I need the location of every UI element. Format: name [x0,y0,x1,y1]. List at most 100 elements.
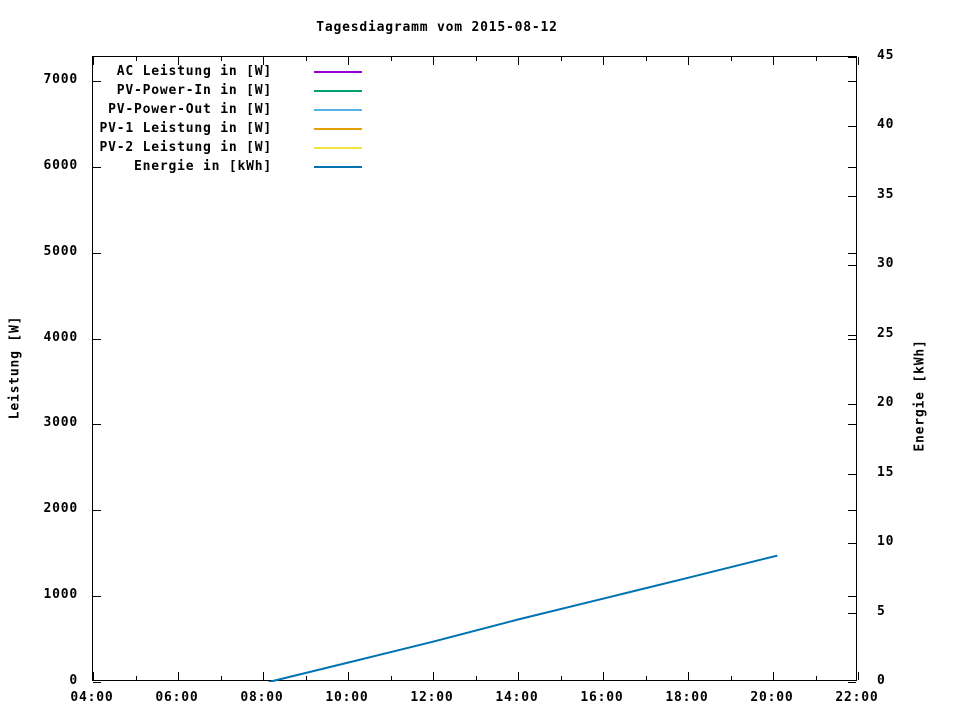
legend-label: PV-Power-Out in [W] [108,102,272,117]
left-axis-tick-label: 1000 [43,587,78,602]
plot-area [92,56,859,683]
x-axis-tick [603,672,604,680]
x-axis-tick-mirror [433,57,434,65]
legend-line-sample [314,147,362,149]
y-left-tick-mirror [848,253,856,254]
x-axis-tick [306,676,307,680]
chart-title: Tagesdiagramm vom 2015-08-12 [316,20,558,35]
legend-row: Energie in [kWh] [0,158,380,176]
legend-line-sample [314,90,362,92]
x-axis-tick [93,672,94,680]
left-axis-tick-label: 2000 [43,501,78,516]
x-axis-tick-label: 10:00 [325,690,369,705]
right-axis-tick-label: 20 [877,395,895,410]
x-axis-tick-mirror [731,57,732,61]
right-axis-tick-label: 30 [877,256,895,271]
right-axis-tick-label: 15 [877,465,895,480]
series-line-energie-in-kwh- [268,554,778,682]
y-left-tick-mirror [848,596,856,597]
y-left-tick [93,253,101,254]
y-right-tick [848,474,856,475]
x-axis-tick [816,676,817,680]
x-axis-tick [221,676,222,680]
right-axis-tick-label: 45 [877,48,895,63]
x-axis-tick-mirror [858,57,859,65]
legend-label: AC Leistung in [W] [116,64,272,79]
y-right-tick [848,613,856,614]
x-axis-tick-label: 14:00 [495,690,539,705]
y-left-tick-mirror [848,167,856,168]
right-axis-tick-label: 0 [877,673,886,688]
x-axis-tick-mirror [221,57,222,61]
y-right-tick [848,196,856,197]
right-axis-tick-label: 25 [877,326,895,341]
x-axis-tick-mirror [306,57,307,61]
x-axis-tick [348,672,349,680]
left-axis-tick-label: 4000 [43,330,78,345]
y-right-tick [848,126,856,127]
legend-label: Energie in [kWh] [133,159,272,174]
x-axis-tick-label: 04:00 [70,690,114,705]
x-axis-tick-label: 18:00 [665,690,709,705]
legend-line-sample [314,109,362,111]
legend-row: PV-1 Leistung in [W] [0,120,380,138]
y-right-tick [848,682,856,683]
x-axis-tick-label: 20:00 [750,690,794,705]
series-line-layer [268,554,778,682]
x-axis-tick-label: 22:00 [835,690,879,705]
x-axis-tick-mirror [816,57,817,61]
x-axis-tick [731,676,732,680]
legend-row: PV-Power-Out in [W] [0,101,380,119]
right-axis-tick-label: 5 [877,604,886,619]
x-axis-tick-mirror [348,57,349,65]
x-axis-tick [136,676,137,680]
left-axis-tick-label: 7000 [43,72,78,87]
x-axis-tick-label: 16:00 [580,690,624,705]
y-left-tick [93,682,101,683]
x-axis-tick-mirror [391,57,392,61]
x-axis-tick [518,672,519,680]
y-left-tick [93,424,101,425]
right-axis-tick-label: 35 [877,187,895,202]
y-left-tick [93,339,101,340]
x-axis-tick-mirror [136,57,137,61]
y-right-tick [848,265,856,266]
y-right-tick [848,335,856,336]
y-right-tick [848,404,856,405]
x-axis-tick-mirror [561,57,562,61]
legend-label: PV-1 Leistung in [W] [99,121,272,136]
x-axis-tick-mirror [518,57,519,65]
x-axis-tick-label: 06:00 [155,690,199,705]
left-axis-tick-label: 5000 [43,244,78,259]
y-right-tick [848,57,856,58]
y-left-tick [93,81,101,82]
legend-line-sample [314,128,362,130]
x-axis-tick-mirror [178,57,179,65]
left-axis-title: Leistung [W] [7,315,23,420]
legend-row: PV-2 Leistung in [W] [0,139,380,157]
left-axis-tick-label: 0 [69,673,78,688]
y-left-tick-mirror [848,339,856,340]
x-axis-tick [263,672,264,680]
x-axis-tick [433,672,434,680]
y-left-tick-mirror [848,510,856,511]
x-axis-tick [178,672,179,680]
y-left-tick [93,596,101,597]
x-axis-tick [561,676,562,680]
x-axis-tick-mirror [688,57,689,65]
x-axis-tick [688,672,689,680]
legend-label: PV-Power-In in [W] [116,83,272,98]
legend-row: PV-Power-In in [W] [0,82,380,100]
y-left-tick-mirror [848,424,856,425]
x-axis-tick-mirror [646,57,647,61]
y-right-tick [848,543,856,544]
x-axis-tick [391,676,392,680]
x-axis-tick-mirror [773,57,774,65]
legend-label: PV-2 Leistung in [W] [99,140,272,155]
legend-row: AC Leistung in [W] [0,63,380,81]
x-axis-tick-mirror [603,57,604,65]
legend-line-sample [314,71,362,73]
x-axis-tick [773,672,774,680]
x-axis-tick-mirror [476,57,477,61]
